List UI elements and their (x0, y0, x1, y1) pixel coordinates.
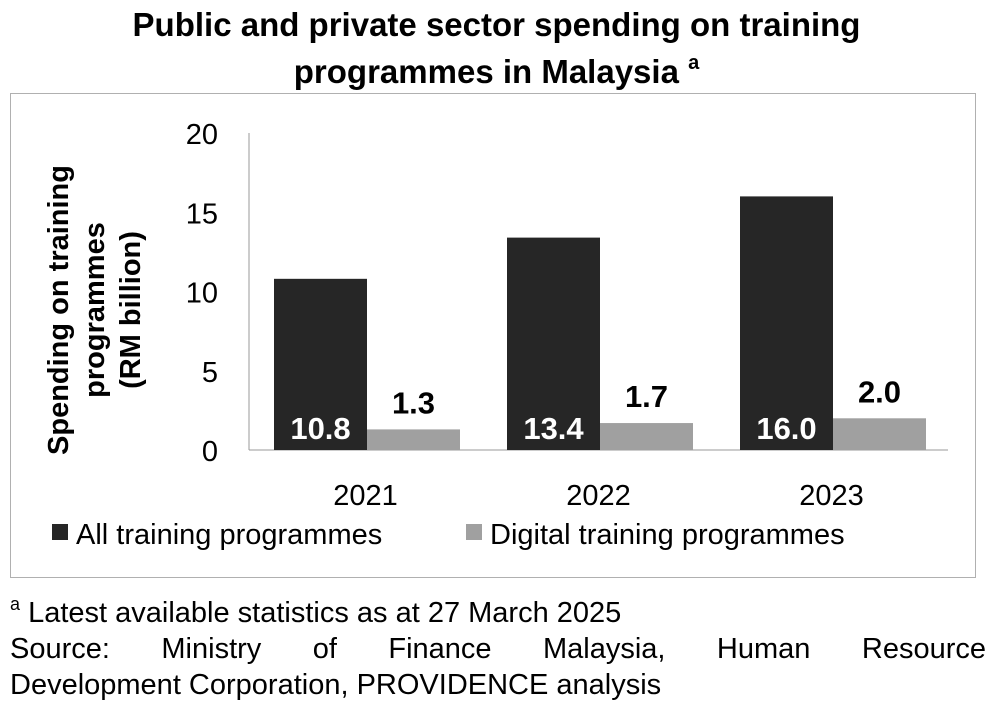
legend-label: All training programmes (76, 519, 382, 551)
x-tick-label: 2021 (333, 480, 398, 512)
footnote-marker: a (10, 594, 21, 614)
y-tick-label: 5 (202, 357, 218, 389)
bar-all-2021 (274, 278, 367, 450)
y-tick-label: 15 (186, 198, 218, 230)
y-tick-label: 10 (186, 278, 218, 310)
y-axis-label: Spending on training programmes (RM billio… (43, 165, 147, 455)
y-axis-label-line: (RM billion) (115, 231, 147, 389)
data-label: 16.0 (756, 411, 816, 446)
legend-swatch (466, 524, 482, 540)
bar-digital-2021 (367, 429, 460, 450)
legend-label: Digital training programmes (490, 519, 845, 551)
bar-digital-2022 (600, 423, 693, 450)
data-label: 10.8 (290, 411, 350, 446)
source-line-2: Development Corporation, PROVIDENCE anal… (10, 669, 662, 701)
source-line-1: Source: Ministry of Finance Malaysia, Hu… (10, 633, 986, 665)
title-line-2: programmes in Malaysia (293, 53, 679, 90)
bar-all-2022 (507, 237, 600, 450)
chart-frame (10, 93, 976, 578)
x-tick-label: 2023 (799, 480, 864, 512)
y-tick-label: 20 (186, 119, 218, 151)
data-label: 2.0 (858, 374, 901, 409)
chart-title: Public and private sector spending on tr… (0, 6, 993, 91)
y-axis-label-line: Spending on training (43, 165, 75, 455)
x-tick-label: 2022 (566, 480, 631, 512)
bar-all-2023 (740, 196, 833, 450)
data-label: 1.3 (392, 385, 435, 420)
data-label: 13.4 (523, 411, 584, 446)
legend-swatch (52, 524, 68, 540)
y-tick-label: 0 (202, 436, 218, 468)
footnote: a Latest available statistics as at 27 M… (10, 586, 986, 703)
bar-digital-2023 (833, 418, 926, 450)
title-superscript: a (688, 52, 700, 74)
title-line-1: Public and private sector spending on tr… (132, 6, 861, 43)
y-axis-label-line: programmes (79, 222, 111, 398)
data-label: 1.7 (625, 379, 668, 414)
footnote-text: Latest available statistics as at 27 Mar… (28, 597, 622, 629)
